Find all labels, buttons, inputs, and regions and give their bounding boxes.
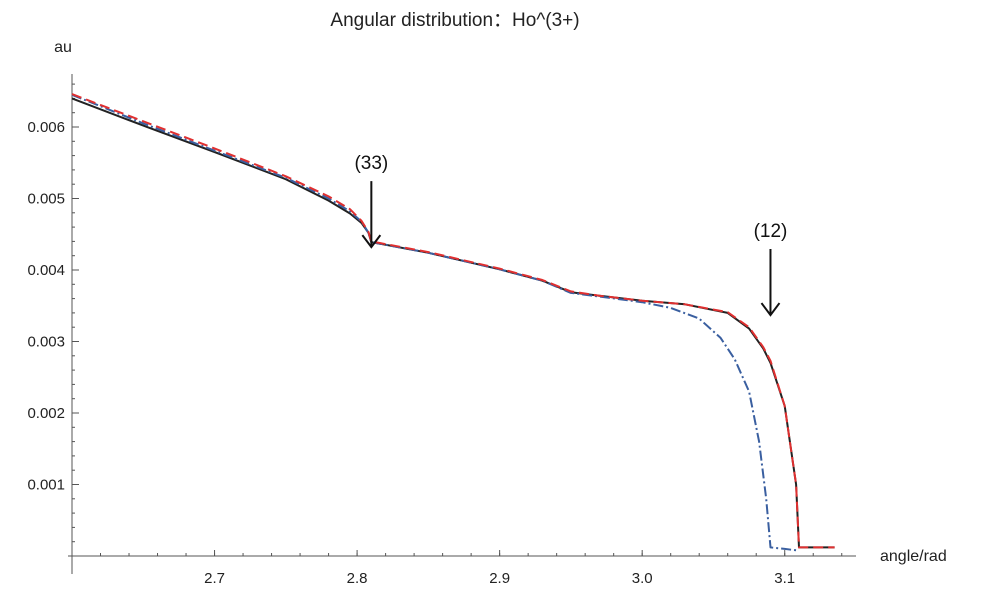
annotation-arrow: (12)	[754, 221, 788, 317]
x-axis-label: angle/rad	[880, 548, 947, 565]
series-line-solid	[71, 97, 835, 549]
x-tick-label: 2.9	[489, 570, 510, 587]
y-tick-label: 0.001	[27, 477, 65, 494]
y-tick-label: 0.004	[27, 262, 65, 279]
y-tick-label: 0.005	[27, 191, 65, 208]
y-axis-label: au	[54, 39, 72, 56]
annotation-arrow: (33)	[354, 153, 388, 249]
y-tick-label: 0.002	[27, 405, 65, 422]
annotation-layer: (33) (12)	[354, 153, 788, 317]
arrow-head	[361, 234, 382, 249]
y-tick-label: 0.003	[27, 334, 65, 351]
series-line-dashed	[71, 93, 835, 549]
x-tick-label: 3.1	[774, 570, 795, 587]
chart-title: Angular distribution：Ho^(3+)	[330, 10, 579, 31]
x-tick-label: 2.7	[204, 570, 225, 587]
axes: 2.7 2.8 2.9 3.0 3.1 0.001 0.002 0.003 0.004 0.005…	[27, 74, 856, 587]
x-tick-label: 2.8	[347, 570, 368, 587]
annotation-label: (33)	[354, 153, 388, 174]
annotation-label: (12)	[754, 221, 788, 242]
x-tick-label: 3.0	[632, 570, 653, 587]
arrow-head	[760, 302, 781, 317]
series-line-dashdot	[71, 93, 797, 552]
y-tick-label: 0.006	[27, 119, 65, 136]
series-layer	[71, 93, 835, 552]
